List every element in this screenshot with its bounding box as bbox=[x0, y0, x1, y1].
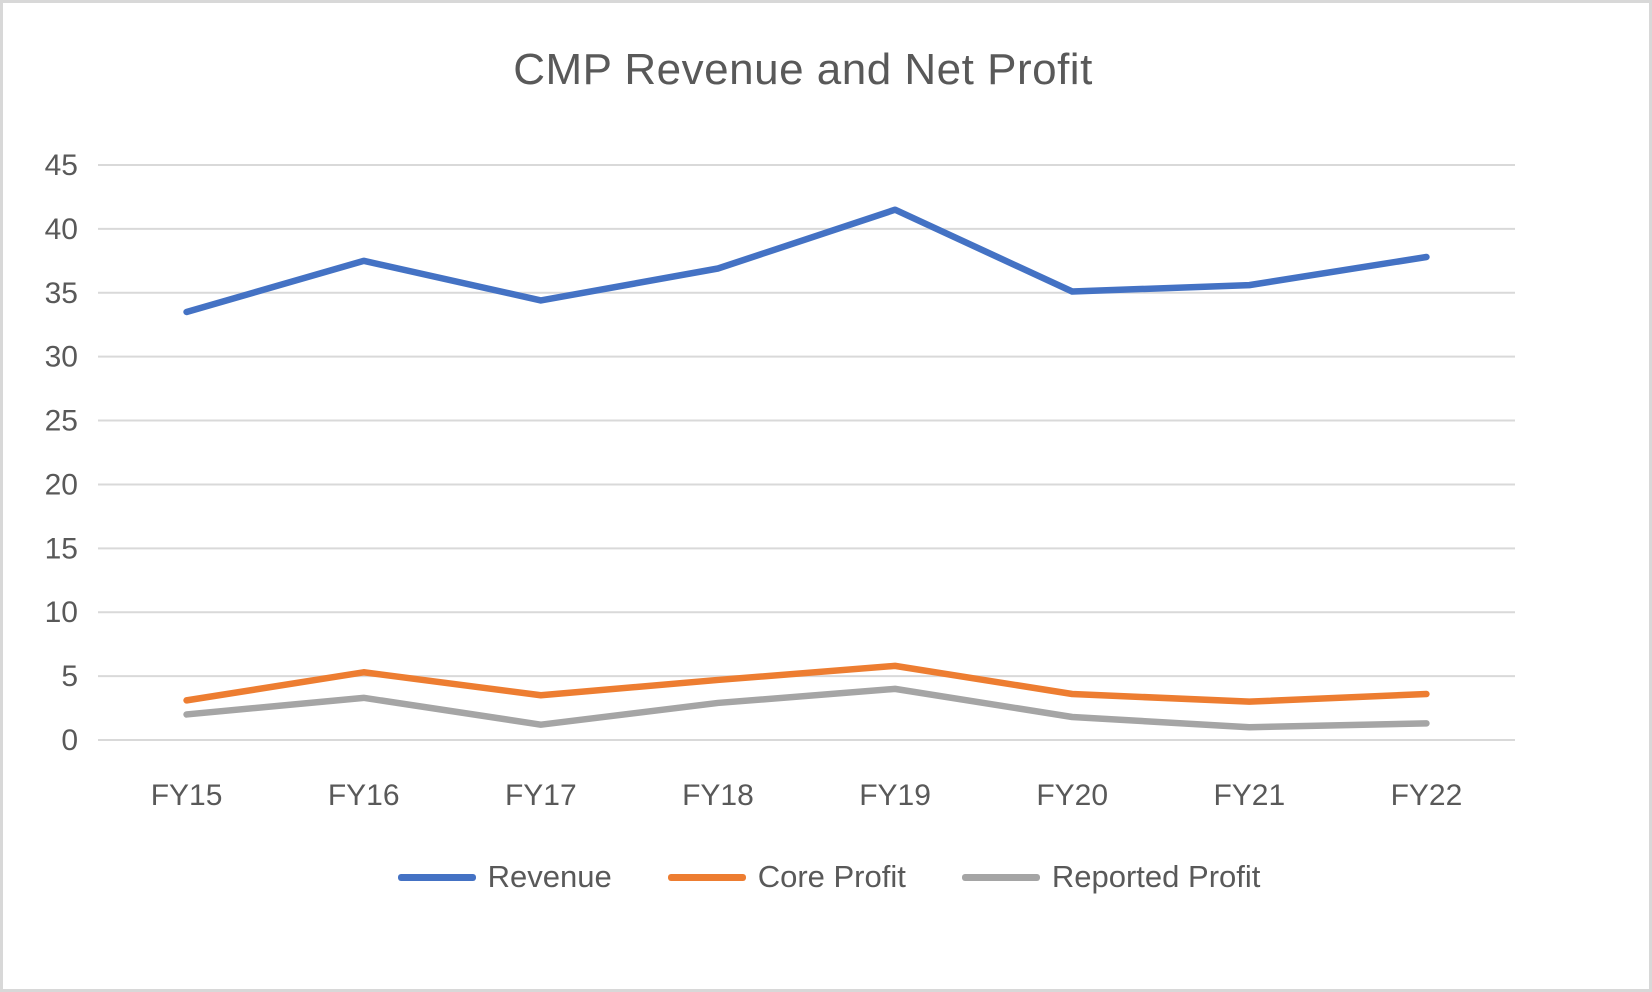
y-axis-tick-label: 5 bbox=[61, 660, 78, 693]
y-axis-tick-label: 0 bbox=[61, 724, 78, 757]
legend-label: Revenue bbox=[487, 859, 612, 894]
x-axis-tick-label: FY16 bbox=[328, 779, 400, 812]
legend-item-reported-profit: Reported Profit bbox=[961, 859, 1261, 895]
y-axis-tick-label: 25 bbox=[45, 405, 78, 438]
legend-item-revenue: Revenue bbox=[397, 859, 612, 895]
x-axis-tick-label: FY19 bbox=[859, 779, 931, 812]
x-axis-tick-label: FY17 bbox=[505, 779, 577, 812]
y-axis-tick-label: 10 bbox=[45, 596, 78, 629]
y-axis-tick-label: 35 bbox=[45, 277, 78, 310]
legend-swatch-reported-profit bbox=[961, 873, 1040, 881]
x-axis-tick-label: FY15 bbox=[151, 779, 223, 812]
legend-label: Reported Profit bbox=[1051, 859, 1261, 894]
series-line-reported-profit bbox=[183, 685, 1430, 731]
chart-title: CMP Revenue and Net Profit bbox=[513, 45, 1093, 94]
y-axis-tick-label: 30 bbox=[45, 341, 78, 374]
legend-item-core-profit: Core Profit bbox=[667, 859, 906, 895]
chart-legend: Revenue Core Profit Reported Profit bbox=[3, 859, 1649, 895]
legend-swatch-core-profit bbox=[667, 873, 746, 881]
legend-label: Core Profit bbox=[757, 859, 906, 894]
y-axis-tick-label: 20 bbox=[45, 468, 78, 501]
series-line-revenue bbox=[183, 206, 1430, 316]
x-axis-tick-label: FY20 bbox=[1036, 779, 1108, 812]
y-axis-tick-label: 45 bbox=[45, 149, 78, 182]
line-chart-plot: 0 5 10 15 20 25 30 35 40 45 FY15 FY16 FY17 FY18 FY19 FY… bbox=[45, 149, 1515, 812]
y-axis-tick-label: 40 bbox=[45, 213, 78, 246]
x-axis-tick-label: FY22 bbox=[1391, 779, 1463, 812]
legend-swatch-revenue bbox=[397, 873, 476, 881]
x-axis-tick-label: FY21 bbox=[1213, 779, 1285, 812]
x-axis-tick-label: FY18 bbox=[682, 779, 754, 812]
series-line-core-profit bbox=[183, 662, 1430, 705]
y-axis-tick-label: 15 bbox=[45, 532, 78, 565]
